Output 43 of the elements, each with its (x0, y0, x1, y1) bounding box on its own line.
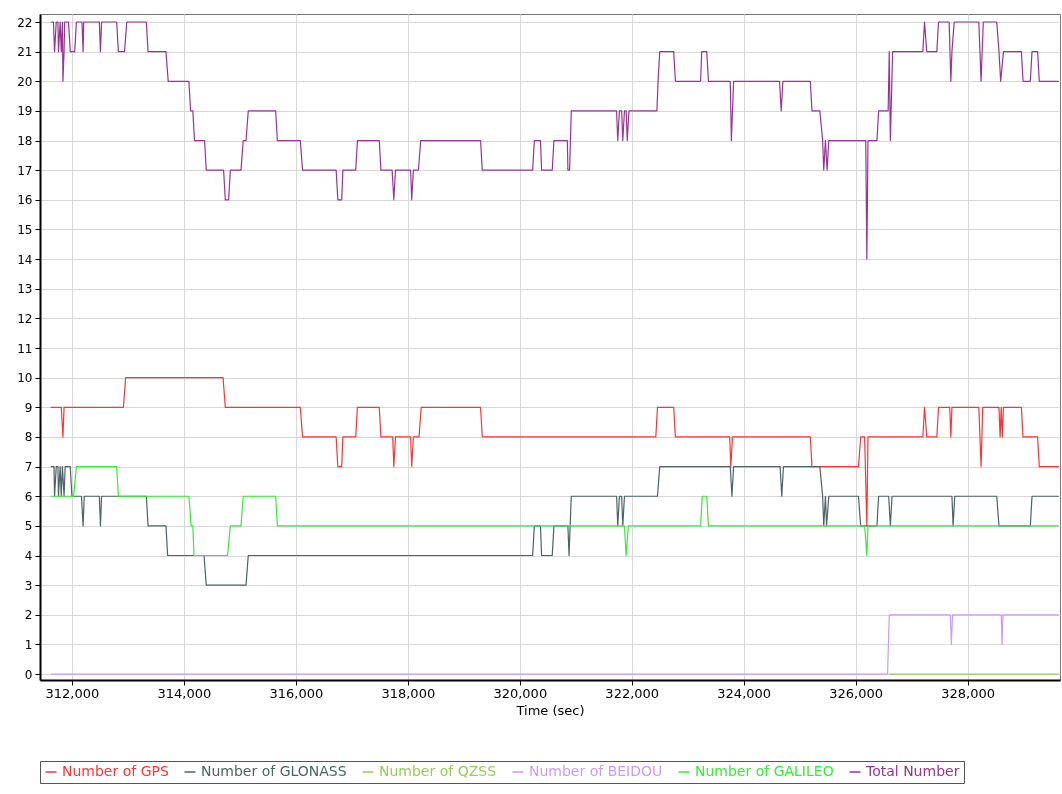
line-series (50, 377, 1059, 527)
y-tick-label: 17 (17, 163, 33, 178)
legend-label: Number of BEIDOU (529, 763, 663, 779)
line-series (50, 466, 1059, 586)
x-tick-label: 326,000 (829, 685, 884, 701)
x-tick-label: 318,000 (381, 685, 436, 701)
legend-label: Number of GPS (62, 763, 169, 779)
y-tick-label: 19 (17, 104, 33, 119)
y-tick-label: 2 (24, 608, 33, 623)
line-series (50, 21, 1059, 260)
y-tick-label: 13 (17, 282, 33, 297)
x-tick-label: 322,000 (605, 685, 660, 701)
y-tick-label: 0 (24, 667, 33, 682)
x-tick-label: 312,000 (45, 685, 100, 701)
line-series (50, 466, 1059, 557)
legend-label: Number of GLONASS (201, 763, 347, 779)
y-tick-label: 15 (17, 222, 33, 237)
legend-label: Number of GALILEO (695, 763, 834, 779)
y-tick-label: 14 (17, 252, 33, 267)
x-tick-label: 316,000 (269, 685, 324, 701)
y-tick-label: 18 (17, 134, 33, 149)
y-tick-label: 3 (24, 578, 33, 593)
x-tick-label: 328,000 (941, 685, 996, 701)
y-tick-label: 8 (24, 430, 33, 445)
legend-label: Number of QZSS (379, 763, 497, 779)
y-tick-label: 22 (17, 15, 33, 30)
legend-label: Total Number (865, 763, 960, 779)
y-tick-label: 9 (24, 400, 33, 415)
x-tick-label: 314,000 (157, 685, 212, 701)
x-tick-label: 324,000 (717, 685, 772, 701)
y-tick-label: 6 (24, 489, 33, 504)
y-tick-label: 12 (17, 311, 33, 326)
y-tick-label: 4 (24, 549, 33, 564)
y-tick-label: 1 (24, 637, 33, 652)
y-tick-label: 10 (17, 371, 33, 386)
x-tick-label: 320,000 (493, 685, 548, 701)
y-tick-label: 20 (17, 74, 33, 89)
y-tick-label: 7 (24, 460, 33, 475)
x-axis-title: Time (sec) (515, 702, 585, 718)
y-tick-label: 21 (17, 45, 33, 60)
y-tick-label: 11 (17, 341, 33, 356)
y-tick-label: 16 (17, 193, 33, 208)
y-tick-label: 5 (24, 519, 33, 534)
